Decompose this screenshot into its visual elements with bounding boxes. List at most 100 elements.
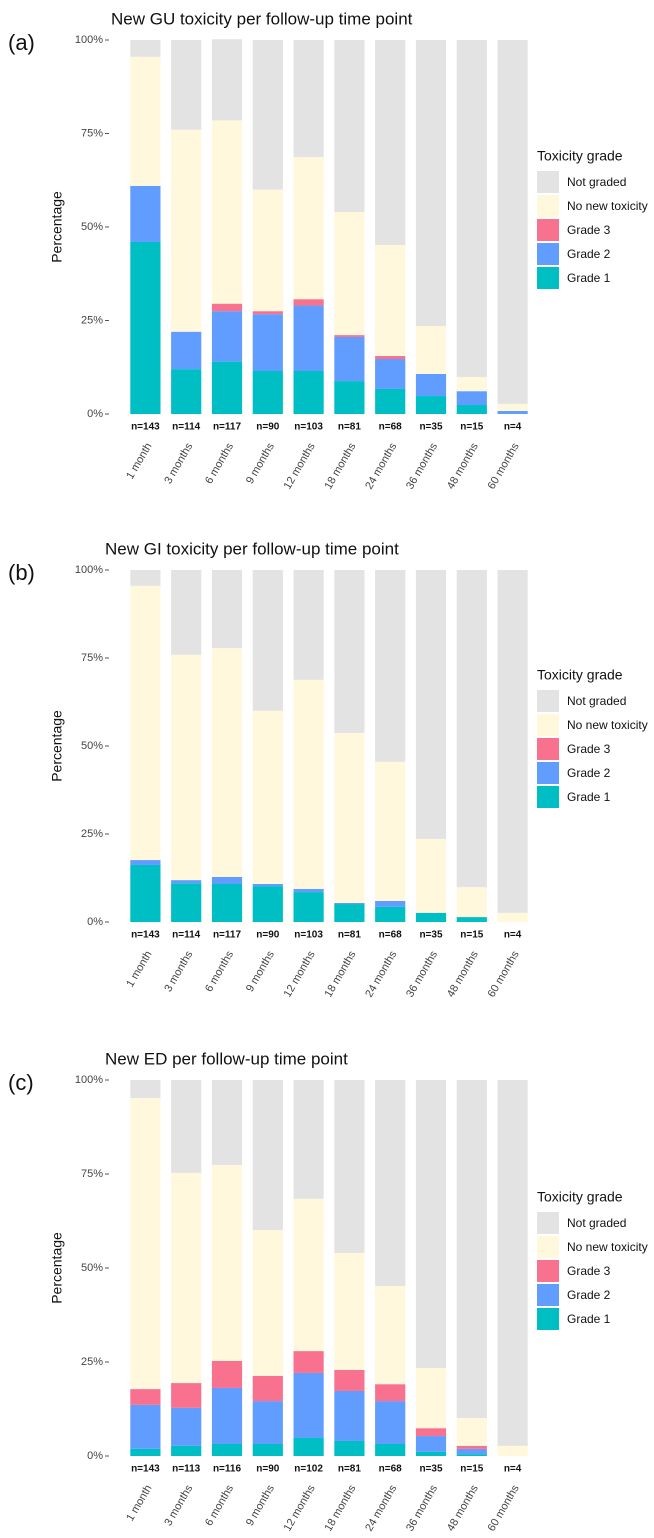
n-label: n=68 bbox=[379, 930, 403, 941]
n-label: n=68 bbox=[379, 1464, 403, 1475]
bar-segment bbox=[293, 1437, 324, 1456]
bar-segment bbox=[415, 1080, 447, 1369]
bar-segment bbox=[252, 311, 283, 315]
bar-segment bbox=[334, 1390, 365, 1441]
y-tick-label: 0% bbox=[87, 916, 103, 928]
bar-segment bbox=[252, 1375, 283, 1402]
bar-segment bbox=[130, 1404, 161, 1449]
bar-segment bbox=[415, 1368, 447, 1429]
legend-title: Toxicity grade bbox=[537, 148, 623, 164]
n-label: n=143 bbox=[131, 1464, 160, 1475]
bar-segment bbox=[375, 1080, 406, 1287]
bar-segment bbox=[211, 120, 243, 304]
bar-segment bbox=[171, 883, 202, 922]
bar-segment bbox=[171, 1383, 202, 1408]
bar-segment bbox=[293, 570, 324, 680]
bar-segment bbox=[415, 1451, 447, 1456]
y-tick-label: 100% bbox=[75, 1074, 103, 1086]
bar-segment bbox=[130, 585, 161, 861]
y-tick-label: 100% bbox=[75, 34, 103, 46]
bar-segment bbox=[171, 1172, 202, 1384]
bar-segment bbox=[252, 314, 283, 371]
bar-segment bbox=[375, 356, 406, 360]
x-tick-label: 18 months bbox=[322, 949, 358, 1000]
bar-segment bbox=[293, 892, 324, 922]
n-label: n=81 bbox=[338, 930, 362, 941]
bar-segment bbox=[130, 1448, 161, 1456]
bar-segment bbox=[171, 570, 202, 655]
bar-segment bbox=[334, 40, 365, 213]
bar-segment bbox=[171, 369, 202, 414]
bar-segment bbox=[130, 570, 161, 586]
bar-segment bbox=[171, 1445, 202, 1456]
n-label: n=35 bbox=[419, 1464, 443, 1475]
bar-segment bbox=[252, 1401, 283, 1444]
n-label: n=117 bbox=[213, 422, 242, 433]
bar-segment bbox=[334, 1080, 365, 1253]
n-label: n=35 bbox=[419, 422, 443, 433]
legend-label: Grade 1 bbox=[567, 1312, 611, 1326]
bar-segment bbox=[211, 883, 243, 922]
x-tick-label: 3 months bbox=[162, 1483, 195, 1529]
bar-segment bbox=[252, 570, 283, 711]
bar-segment bbox=[171, 40, 202, 130]
bar-segment bbox=[415, 1436, 447, 1452]
bar-segment bbox=[334, 1369, 365, 1391]
bar-segment bbox=[375, 1384, 406, 1402]
bar-segment bbox=[497, 411, 528, 414]
x-tick-label: 48 months bbox=[445, 1483, 481, 1534]
legend-key bbox=[537, 762, 559, 784]
bar-segment bbox=[211, 1080, 243, 1165]
x-tick-label: 24 months bbox=[363, 1483, 399, 1534]
n-label: n=113 bbox=[172, 1464, 201, 1475]
legend-key bbox=[537, 714, 559, 736]
bar-segment bbox=[497, 40, 528, 404]
bar-segment bbox=[375, 40, 406, 245]
bar-segment bbox=[415, 373, 447, 397]
legend-label: No new toxicity bbox=[567, 718, 648, 732]
n-label: n=114 bbox=[172, 930, 201, 941]
y-tick-label: 0% bbox=[87, 408, 103, 420]
x-tick-label: 18 months bbox=[322, 441, 358, 492]
bar-segment bbox=[293, 299, 324, 306]
bar-segment bbox=[334, 732, 365, 903]
bar-segment bbox=[456, 391, 487, 406]
x-tick-label: 1 month bbox=[124, 441, 154, 481]
bar-segment bbox=[211, 876, 243, 884]
bar-segment bbox=[293, 40, 324, 158]
y-tick-label: 25% bbox=[81, 828, 103, 840]
bar-segment bbox=[375, 900, 406, 907]
bar-segment bbox=[130, 860, 161, 865]
bar-segment bbox=[334, 212, 365, 336]
n-label: n=68 bbox=[379, 422, 403, 433]
bar-segment bbox=[456, 1445, 487, 1449]
legend-key bbox=[537, 690, 559, 712]
chart-title: New GI toxicity per follow-up time point bbox=[105, 539, 399, 558]
bar-segment bbox=[497, 1445, 528, 1456]
bar-segment bbox=[456, 917, 487, 922]
legend-key bbox=[537, 171, 559, 193]
x-tick-label: 6 months bbox=[203, 1483, 236, 1529]
bar-segment bbox=[130, 1080, 161, 1099]
n-label: n=90 bbox=[256, 930, 280, 941]
bar-segment bbox=[375, 388, 406, 414]
bar-segment bbox=[211, 570, 243, 649]
y-tick-label: 50% bbox=[81, 221, 103, 233]
n-label: n=35 bbox=[419, 930, 443, 941]
bar-segment bbox=[375, 244, 406, 357]
x-tick-label: 3 months bbox=[162, 441, 195, 487]
x-tick-label: 36 months bbox=[404, 441, 440, 492]
n-label: n=4 bbox=[504, 422, 522, 433]
bar-segment bbox=[171, 1407, 202, 1446]
bar-segment bbox=[456, 405, 487, 414]
bar-segment bbox=[293, 1198, 324, 1352]
bar-segment bbox=[456, 40, 487, 377]
x-tick-label: 18 months bbox=[322, 1483, 358, 1534]
bar-segment bbox=[334, 902, 365, 905]
bar-segment bbox=[252, 40, 283, 190]
x-tick-label: 9 months bbox=[244, 949, 277, 995]
x-tick-label: 12 months bbox=[282, 949, 318, 1000]
legend-key bbox=[537, 1236, 559, 1258]
bar-segment bbox=[211, 1387, 243, 1444]
legend-label: Grade 3 bbox=[567, 742, 611, 756]
